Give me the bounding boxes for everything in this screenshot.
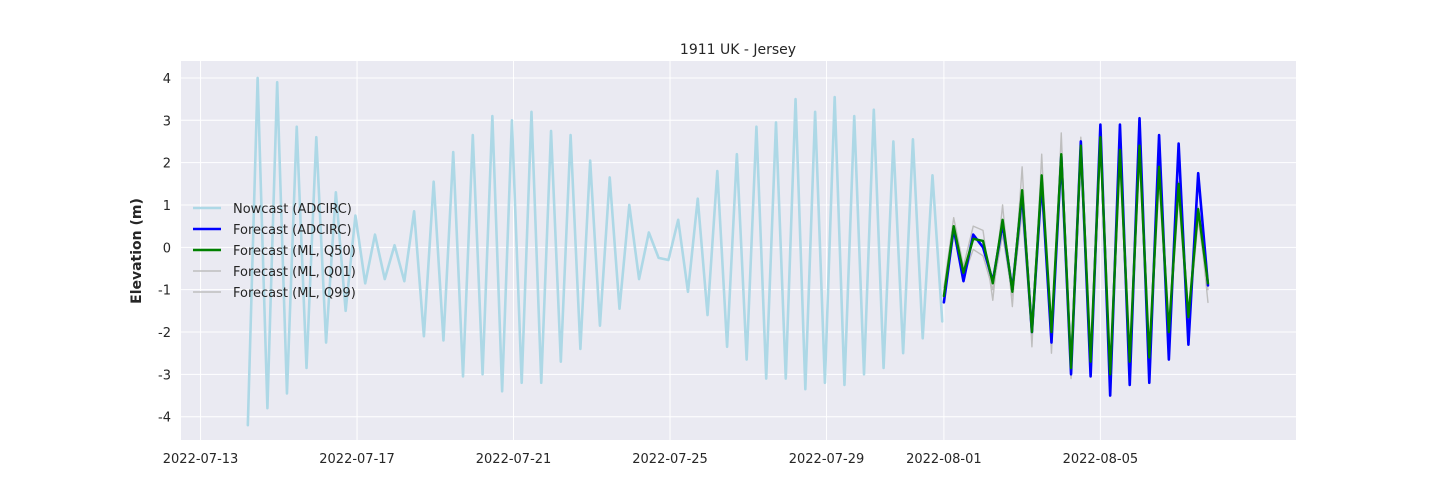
y-axis-label: Elevation (m)	[129, 198, 145, 304]
x-tick-label: 2022-07-29	[789, 452, 865, 467]
y-tick-label: -3	[158, 368, 171, 383]
y-tick-label: 0	[163, 241, 171, 256]
y-tick-label: -2	[158, 326, 171, 341]
legend-label: Forecast (ADCIRC)	[233, 223, 352, 238]
y-tick-label: 3	[163, 114, 171, 129]
x-tick-label: 2022-07-21	[476, 452, 552, 467]
y-tick-label: -1	[158, 284, 171, 299]
legend-label: Forecast (ML, Q50)	[233, 244, 356, 259]
x-tick-label: 2022-07-25	[632, 452, 708, 467]
y-tick-label: 1	[163, 199, 171, 214]
y-tick-label: 2	[163, 157, 171, 172]
series-line-1	[246, 76, 944, 427]
x-tick-label: 2022-07-13	[163, 452, 239, 467]
series-layer	[246, 76, 1210, 427]
y-tick-label: -4	[158, 411, 171, 426]
x-tick-label: 2022-08-01	[906, 452, 982, 467]
legend: Nowcast (ADCIRC) Forecast (ADCIRC) Forecas…	[193, 202, 356, 301]
y-tick-label: 4	[163, 72, 171, 87]
chart-title: 1911 UK - Jersey	[680, 42, 796, 58]
y-tick-labels: -4 -3 -2 -1 0 1 2 3 4	[158, 72, 171, 426]
legend-label: Forecast (ML, Q01)	[233, 265, 356, 280]
x-tick-label: 2022-07-17	[319, 452, 395, 467]
legend-label: Forecast (ML, Q99)	[233, 286, 356, 301]
series-line-3	[942, 136, 1210, 376]
x-tick-label: 2022-08-05	[1063, 452, 1139, 467]
x-tick-labels: 2022-07-13 2022-07-17 2022-07-21 2022-07-25…	[163, 452, 1138, 467]
legend-label: Nowcast (ADCIRC)	[233, 202, 352, 217]
